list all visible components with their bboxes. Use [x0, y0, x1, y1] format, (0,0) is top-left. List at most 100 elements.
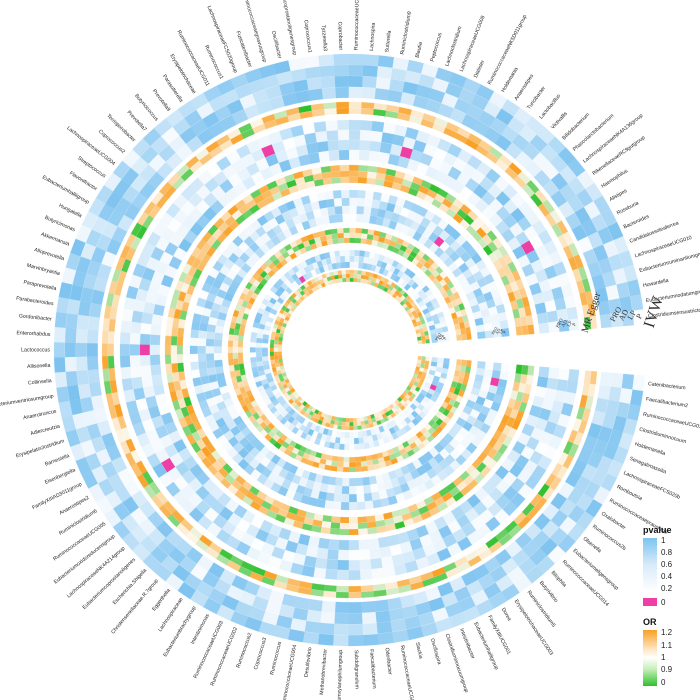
heatmap-cell: [365, 239, 373, 245]
heatmap-cell: [442, 362, 450, 369]
heatmap-cell: [492, 362, 502, 372]
heatmap-cell: [277, 344, 283, 349]
heatmap-cell: [608, 386, 622, 402]
heatmap-cell: [315, 557, 328, 569]
heatmap-cell: [390, 618, 407, 632]
heatmap-cell: [53, 342, 65, 358]
legend-or-tick-1.2: 1.2: [661, 628, 673, 637]
heatmap-cell: [358, 256, 365, 263]
heatmap-cell: [558, 368, 570, 381]
heatmap-cell: [101, 356, 109, 370]
heatmap-cell: [370, 207, 379, 217]
heatmap-cell: [360, 569, 373, 580]
taxon-label: Prevotella9: [151, 88, 171, 112]
taxon-label: Olsenella: [582, 536, 603, 554]
heatmap-cell: [348, 119, 361, 131]
heatmap-cell: [165, 326, 173, 337]
heatmap-cell: [356, 198, 365, 207]
heatmap-cell: [322, 177, 333, 185]
heatmap-cell: [339, 164, 350, 172]
heatmap-cell: [368, 215, 378, 225]
heatmap-cell: [349, 176, 359, 183]
heatmap-cell: [348, 523, 359, 530]
heatmap-cell: [356, 421, 362, 426]
taxon-label: Bacteroides: [623, 214, 651, 231]
heatmap-cell: [214, 332, 223, 341]
heatmap-cell: [475, 367, 485, 376]
taxon-label: Ruminococcus: [269, 641, 283, 676]
heatmap-cell: [424, 360, 430, 366]
heatmap-cell: [356, 485, 365, 494]
taxon-label: Tyzzerella3: [320, 25, 328, 52]
legend-pvalue-tick-0.8: 0.8: [661, 548, 673, 557]
heatmap-cell: [332, 455, 339, 462]
heatmap-cell: [131, 376, 144, 390]
heatmap-cell: [172, 372, 180, 383]
heatmap-cell: [141, 312, 154, 325]
heatmap-cell: [369, 547, 382, 560]
heatmap-cell: [189, 345, 198, 355]
heatmap-cell: [176, 345, 183, 355]
heatmap-cell: [274, 340, 279, 345]
heatmap-cell: [332, 238, 339, 245]
heatmap-cell: [207, 324, 217, 333]
heatmap-cell: [348, 569, 361, 581]
heatmap-cell: [417, 339, 422, 345]
heatmap-cell: [390, 68, 407, 82]
heatmap-cell: [119, 332, 131, 345]
heatmap-cell: [337, 270, 342, 275]
heatmap-cell: [353, 277, 358, 283]
heatmap-cell: [343, 467, 350, 473]
heatmap-cell: [520, 316, 528, 327]
heatmap-cell: [335, 101, 349, 109]
heatmap-cell: [340, 501, 350, 511]
heatmap-cell: [355, 461, 362, 467]
heatmap-cell: [344, 249, 350, 256]
heatmap-cell: [362, 65, 378, 78]
heatmap-cell: [362, 622, 378, 635]
heatmap-cell: [336, 466, 344, 472]
heatmap-cell: [338, 139, 350, 151]
heatmap-cell: [353, 421, 358, 427]
taxon-label: Lachnoclostridium: [444, 26, 463, 68]
heatmap-cell: [320, 453, 328, 460]
heatmap-cell: [153, 304, 165, 317]
heatmap-cell: [108, 318, 116, 332]
heatmap-cell: [238, 329, 245, 337]
heatmap-cell: [357, 270, 362, 275]
heatmap-cell: [349, 426, 354, 431]
heatmap-cell: [303, 132, 317, 145]
taxon-label: RuminococcaceaeUCG014: [561, 559, 610, 608]
taxon-label: Eubacteriumxylanophilumgroup: [336, 650, 344, 700]
heatmap-cell: [437, 357, 444, 364]
heatmap-cell: [228, 364, 235, 372]
heatmap-cell: [360, 455, 367, 462]
heatmap-cell: [556, 378, 569, 392]
heatmap-cell: [149, 344, 160, 356]
heatmap-cell: [361, 591, 375, 598]
heatmap-cell: [327, 140, 339, 151]
heatmap-cell: [348, 585, 362, 593]
heatmap-cell: [53, 357, 66, 373]
heatmap-cell: [329, 528, 340, 535]
heatmap-cell: [372, 583, 387, 591]
heatmap-cell: [536, 312, 549, 324]
heatmap-cell: [357, 262, 364, 269]
heatmap-cell: [228, 328, 235, 336]
heatmap-cell: [371, 120, 385, 133]
legend-or-title: OR: [643, 617, 657, 627]
heatmap-cell: [546, 377, 559, 390]
heatmap-cell: [368, 150, 380, 162]
legend-or-tick-0: 0: [661, 678, 666, 687]
heatmap-cell: [273, 351, 279, 356]
heatmap-cell: [349, 213, 357, 222]
heatmap-cell: [336, 569, 349, 581]
heatmap-cell: [338, 278, 343, 283]
heatmap-cell: [229, 321, 236, 330]
heatmap-cell: [345, 269, 350, 274]
heatmap-cell: [379, 142, 392, 154]
heatmap-cell: [382, 122, 396, 135]
legend-pvalue: pvalue 1 0.8 0.6 0.4 0.2 0: [643, 525, 673, 607]
heatmap-cell: [358, 150, 370, 161]
